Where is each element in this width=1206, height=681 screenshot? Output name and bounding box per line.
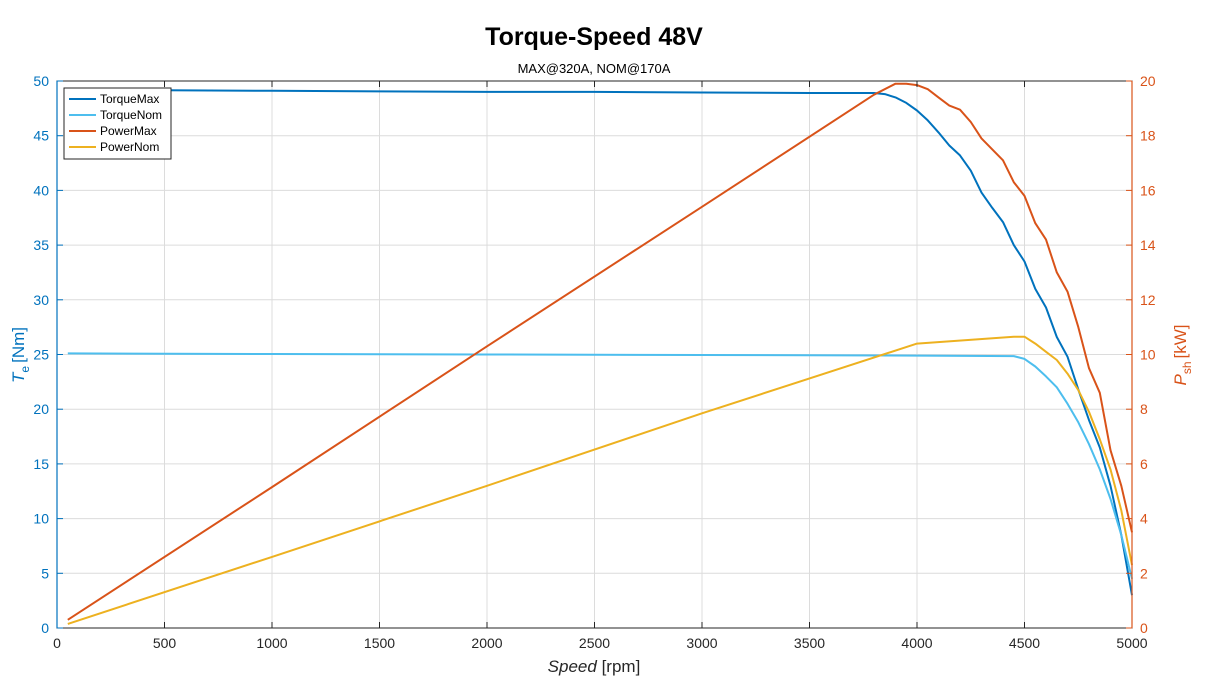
- chart-subtitle: MAX@320A, NOM@170A: [518, 61, 671, 76]
- chart-title: Torque-Speed 48V: [485, 23, 703, 51]
- x-tick-label: 4500: [1009, 635, 1040, 651]
- x-tick-label: 1500: [364, 635, 395, 651]
- legend-label-powermax: PowerMax: [100, 124, 157, 138]
- right-tick-label: 12: [1140, 292, 1156, 308]
- right-tick-label: 14: [1140, 237, 1156, 253]
- legend-label-powernom: PowerNom: [100, 140, 159, 154]
- right-tick-label: 6: [1140, 456, 1148, 472]
- right-tick-label: 4: [1140, 511, 1148, 527]
- x-tick-label: 2500: [579, 635, 610, 651]
- left-axis-symbol: T: [9, 371, 28, 383]
- left-tick-label: 45: [33, 128, 49, 144]
- left-tick-label: 30: [33, 292, 49, 308]
- left-tick-label: 5: [41, 565, 49, 581]
- x-axis-unit: [rpm]: [602, 657, 641, 676]
- x-tick-label: 2000: [471, 635, 502, 651]
- x-tick-label: 3000: [686, 635, 717, 651]
- x-axis-label: Speed [rpm]: [548, 657, 641, 676]
- right-axis-subscript: sh: [1180, 361, 1194, 374]
- x-tick-label: 3500: [794, 635, 825, 651]
- x-tick-label: 1000: [256, 635, 287, 651]
- right-tick-label: 18: [1140, 128, 1156, 144]
- left-tick-label: 35: [33, 237, 49, 253]
- legend: TorqueMax TorqueNom PowerMax PowerNom: [63, 87, 172, 160]
- x-tick-label: 5000: [1116, 635, 1147, 651]
- ticks: 0 500 1000 1500 2000 2500 3000 3500 4000 4500 5000…: [33, 73, 1155, 651]
- series-line-torquenom: [67, 352, 1133, 580]
- left-tick-label: 40: [33, 182, 49, 198]
- series-layer: [67, 82, 1133, 625]
- series-line-powernom: [67, 335, 1133, 625]
- x-axis-symbol: Speed: [548, 657, 598, 676]
- right-tick-label: 0: [1140, 620, 1148, 636]
- left-tick-label: 20: [33, 401, 49, 417]
- right-tick-label: 16: [1140, 182, 1156, 198]
- left-tick-label: 15: [33, 456, 49, 472]
- x-tick-label: 0: [53, 635, 61, 651]
- right-axis-symbol: P: [1171, 374, 1190, 386]
- right-axis-label: Psh [kW]: [1171, 324, 1194, 385]
- left-tick-label: 50: [33, 73, 49, 89]
- x-tick-label: 500: [153, 635, 177, 651]
- left-tick-label: 25: [33, 347, 49, 363]
- series-line-powermax: [67, 82, 1133, 621]
- left-axis-label: Te [Nm]: [9, 327, 32, 383]
- series-line-torquemax: [67, 88, 1133, 596]
- right-tick-label: 2: [1140, 565, 1148, 581]
- x-tick-label: 4000: [901, 635, 932, 651]
- left-axis-subscript: e: [18, 366, 32, 373]
- right-tick-label: 20: [1140, 73, 1156, 89]
- legend-label-torquemax: TorqueMax: [100, 92, 159, 106]
- right-tick-label: 10: [1140, 347, 1156, 363]
- right-tick-label: 8: [1140, 401, 1148, 417]
- left-tick-label: 10: [33, 511, 49, 527]
- legend-label-torquenom: TorqueNom: [100, 108, 162, 122]
- left-axis-unit: [Nm]: [9, 327, 28, 363]
- left-tick-label: 0: [41, 620, 49, 636]
- right-axis-unit: [kW]: [1171, 324, 1190, 358]
